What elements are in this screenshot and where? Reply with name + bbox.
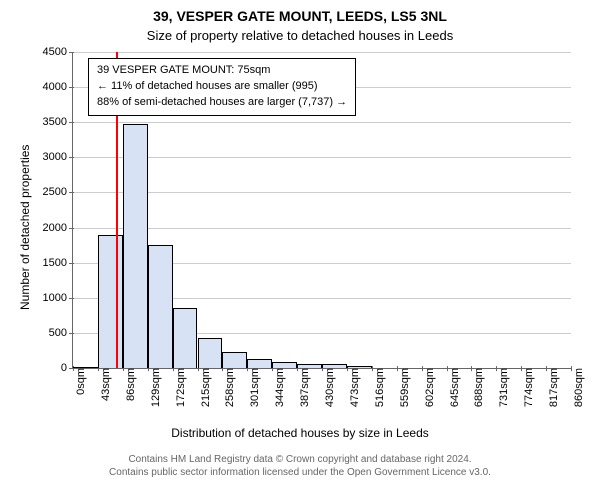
histogram-bar — [148, 245, 173, 368]
x-tick: 86sqm — [123, 368, 137, 401]
histogram-bar — [347, 366, 372, 368]
y-tick: 4000 — [43, 81, 73, 93]
x-tick: 860sqm — [571, 368, 585, 407]
x-axis-label: Distribution of detached houses by size … — [0, 426, 600, 440]
footer-line-1: Contains HM Land Registry data © Crown c… — [0, 454, 600, 467]
annotation-line: 88% of semi-detached houses are larger (… — [97, 95, 347, 111]
x-tick: 0sqm — [73, 368, 87, 395]
y-tick: 3500 — [43, 116, 73, 128]
y-tick: 2000 — [43, 222, 73, 234]
chart-container: 39, VESPER GATE MOUNT, LEEDS, LS5 3NL Si… — [0, 0, 600, 500]
y-tick: 3000 — [43, 151, 73, 163]
gridline — [73, 122, 571, 123]
y-tick: 0 — [61, 362, 73, 374]
gridline — [73, 192, 571, 193]
x-tick: 129sqm — [148, 368, 162, 407]
histogram-bar — [123, 124, 148, 368]
histogram-bar — [173, 308, 198, 368]
x-tick: 688sqm — [471, 368, 485, 407]
annotation-line: ← 11% of detached houses are smaller (99… — [97, 79, 347, 95]
x-tick: 731sqm — [496, 368, 510, 407]
y-tick: 1000 — [43, 292, 73, 304]
histogram-bar — [98, 235, 123, 368]
plot-area: 0500100015002000250030003500400045000sqm… — [72, 52, 571, 369]
histogram-bar — [247, 359, 272, 368]
chart-subtitle: Size of property relative to detached ho… — [0, 28, 600, 43]
y-tick: 4500 — [43, 46, 73, 58]
x-tick: 473sqm — [347, 368, 361, 407]
y-tick: 500 — [49, 327, 73, 339]
chart-title: 39, VESPER GATE MOUNT, LEEDS, LS5 3NL — [0, 8, 600, 24]
x-tick: 43sqm — [98, 368, 112, 401]
x-tick: 774sqm — [521, 368, 535, 407]
y-axis-label: Number of detached properties — [18, 145, 32, 310]
x-tick: 387sqm — [297, 368, 311, 407]
annotation-line: 39 VESPER GATE MOUNT: 75sqm — [97, 63, 347, 79]
histogram-bar — [272, 362, 297, 368]
gridline — [73, 228, 571, 229]
histogram-bar — [198, 338, 223, 368]
histogram-bar — [222, 352, 247, 368]
x-tick: 559sqm — [397, 368, 411, 407]
gridline — [73, 157, 571, 158]
x-tick: 301sqm — [247, 368, 261, 407]
histogram-bar — [322, 364, 347, 368]
x-tick: 430sqm — [322, 368, 336, 407]
x-tick: 258sqm — [222, 368, 236, 407]
x-tick: 516sqm — [372, 368, 386, 407]
gridline — [73, 52, 571, 53]
y-tick: 1500 — [43, 257, 73, 269]
chart-footer: Contains HM Land Registry data © Crown c… — [0, 454, 600, 479]
y-tick: 2500 — [43, 186, 73, 198]
x-tick: 172sqm — [173, 368, 187, 407]
x-tick: 344sqm — [272, 368, 286, 407]
histogram-bar — [73, 367, 98, 368]
x-tick: 645sqm — [447, 368, 461, 407]
footer-line-2: Contains public sector information licen… — [0, 467, 600, 480]
x-tick: 215sqm — [198, 368, 212, 407]
x-tick: 602sqm — [422, 368, 436, 407]
annotation-box: 39 VESPER GATE MOUNT: 75sqm← 11% of deta… — [88, 58, 356, 116]
histogram-bar — [297, 364, 322, 368]
x-tick: 817sqm — [546, 368, 560, 407]
